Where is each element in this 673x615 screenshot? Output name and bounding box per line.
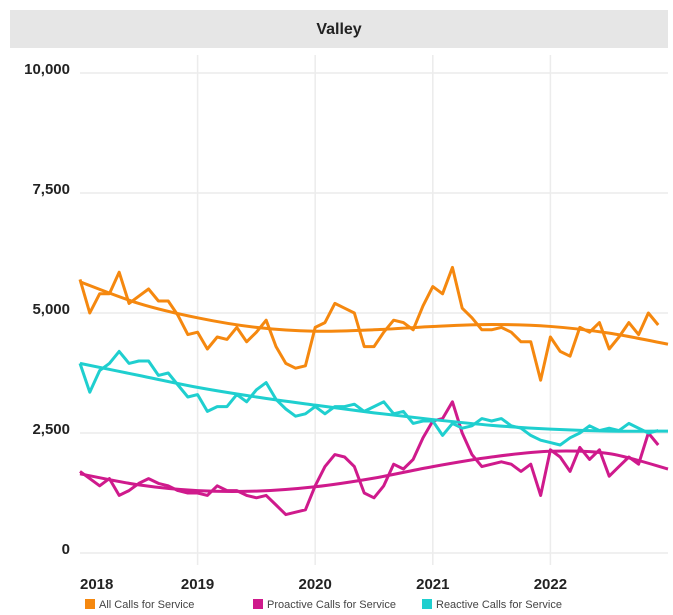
legend-swatch	[85, 599, 95, 609]
trend-line	[79, 361, 669, 433]
grid: 0 2,500 5,000 7,500 10,000 2018 2019 2020 2021 20…	[24, 55, 668, 593]
legend-swatch	[422, 599, 432, 609]
header-bar	[10, 10, 668, 48]
legend-label: Reactive Calls for Service	[436, 599, 562, 611]
x-tick-label: 2018	[80, 576, 113, 593]
series-line	[78, 265, 660, 382]
y-tick-label: 10,000	[24, 61, 70, 78]
chart-title: Valley	[316, 21, 361, 38]
legend-swatch	[253, 599, 263, 609]
x-tick-label: 2021	[416, 576, 449, 593]
trend-line	[79, 449, 669, 493]
x-tick-label: 2022	[534, 576, 567, 593]
y-tick-label: 2,500	[32, 421, 70, 438]
y-tick-label: 7,500	[32, 181, 70, 198]
series-line	[79, 400, 660, 517]
legend-label: Proactive Calls for Service	[267, 599, 396, 611]
plot	[78, 265, 669, 517]
legend: All Calls for Service Proactive Calls for…	[85, 599, 562, 611]
x-tick-label: 2019	[181, 576, 214, 593]
x-tick-label: 2020	[299, 576, 332, 593]
y-tick-label: 0	[62, 541, 70, 558]
legend-label: All Calls for Service	[99, 599, 194, 611]
y-tick-label: 5,000	[32, 301, 70, 318]
trend-line	[79, 280, 669, 346]
